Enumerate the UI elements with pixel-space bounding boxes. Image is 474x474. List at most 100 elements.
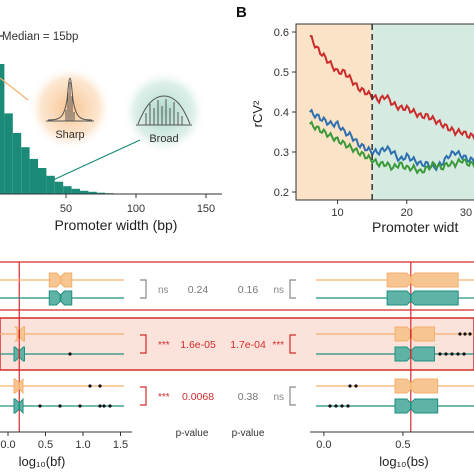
rcv2-x-tick-label: 20 <box>401 207 413 219</box>
histogram-bar <box>96 192 106 194</box>
sharp-box <box>394 378 439 394</box>
histogram-bar <box>71 188 80 194</box>
rcv2-y-tick-label: 0.6 <box>274 27 289 39</box>
bs-x-ticks: 0.0 0.5 <box>316 432 411 451</box>
outlier-point <box>346 404 350 408</box>
histogram-bar <box>21 147 30 194</box>
bf-x-label: log₁₀(bf) <box>19 454 66 469</box>
rcv2-x-label: Promoter widt <box>372 219 458 235</box>
broad-glow <box>122 70 206 154</box>
outlier-point <box>102 404 106 408</box>
box-x-tick-label: 0.0 <box>316 439 331 451</box>
histogram-bar <box>29 158 38 194</box>
histogram-bar <box>88 191 97 194</box>
outlier-point <box>462 352 466 356</box>
histogram-bar <box>0 64 5 194</box>
pvalue-label-right: p-value <box>232 428 265 439</box>
sharp-label: Sharp <box>55 129 84 141</box>
boxplots-bf <box>0 262 124 432</box>
rcv2-x-ticks: 10 20 30 <box>331 200 472 219</box>
box-x-tick-label: 0.5 <box>395 439 410 451</box>
histogram-bar <box>46 175 55 194</box>
histogram-bar <box>63 186 72 194</box>
rcv2-region <box>296 24 373 200</box>
rcv2-panel: B rCV² 0.2 0.3 0.4 0.5 0.6 10 20 30 Promoter w… <box>236 4 474 235</box>
histogram-bar <box>38 168 47 194</box>
outlier-point <box>463 332 467 336</box>
histogram-panel: 50 100 150 Promoter width (bp) Median = 15… <box>0 31 222 233</box>
rcv2-y-label: rCV² <box>250 100 265 127</box>
significance-right: ns <box>273 392 284 403</box>
histogram-bar <box>54 181 64 194</box>
outlier-point <box>328 404 332 408</box>
outlier-point <box>98 384 102 388</box>
significance-bracket-left <box>140 334 147 354</box>
box-x-tick-label: 0.5 <box>38 439 53 451</box>
outlier-point <box>38 404 42 408</box>
outlier-point <box>438 352 442 356</box>
rcv2-regions <box>296 24 474 200</box>
outlier-point <box>98 404 102 408</box>
pvalue-right: 0.16 <box>238 284 259 296</box>
broad-box <box>386 290 459 306</box>
rcv2-series-line <box>309 120 474 175</box>
outlier-point <box>354 384 358 388</box>
rcv2-series <box>309 35 474 175</box>
boxplots-bs <box>316 262 474 432</box>
rcv2-y-tick-label: 0.5 <box>274 67 289 79</box>
outlier-point <box>334 404 338 408</box>
outlier-point <box>450 352 454 356</box>
significance-bracket-right <box>289 386 296 406</box>
rcv2-x-tick-label: 10 <box>331 207 343 219</box>
histogram-tick-label: 150 <box>197 203 215 215</box>
significance-bracket-left <box>140 279 147 299</box>
outlier-point <box>88 384 92 388</box>
rcv2-y-tick-label: 0.2 <box>274 187 289 199</box>
box-x-tick-label: 0.0 <box>0 439 15 451</box>
bf-x-ticks: 0.0 0.5 1.0 1.5 <box>0 432 128 451</box>
outlier-point <box>340 404 344 408</box>
pvalue-columns: ns 0.24 0.16 ns *** 1.6e-05 1.7e-04 *** *** 0.006… <box>140 279 296 406</box>
rcv2-x-tick-label: 30 <box>460 207 472 219</box>
broad-box <box>394 398 439 414</box>
significance-left: *** <box>158 392 170 403</box>
significance-bracket-left <box>140 386 147 406</box>
histogram-x-ticks: 50 100 150 <box>60 194 215 215</box>
rcv2-region <box>372 24 474 200</box>
outlier-point <box>68 352 72 356</box>
significance-left: *** <box>158 340 170 351</box>
pvalue-left: 0.0068 <box>182 391 214 403</box>
significance-left: ns <box>158 285 169 296</box>
significance-bracket-right <box>289 334 296 354</box>
histogram-bar <box>80 190 89 195</box>
rcv2-series-line <box>309 35 474 141</box>
histogram-bar <box>12 132 22 194</box>
significance-right: *** <box>272 340 284 351</box>
rcv2-y-ticks: 0.2 0.3 0.4 0.5 0.6 <box>274 27 296 199</box>
boxplot-panel: 0.0 0.5 1.0 1.5 log₁₀(bf) 0.0 0.5 log₁₀(bs) … <box>0 261 474 469</box>
bs-x-label: log₁₀(bs) <box>379 454 429 469</box>
median-legend: Median = 15bp <box>2 31 78 43</box>
rcv2-y-tick-label: 0.4 <box>274 107 289 119</box>
outlier-point <box>444 352 448 356</box>
histogram-x-label: Promoter width (bp) <box>55 217 178 233</box>
broad-peak-icon <box>136 95 192 126</box>
histogram-tick-label: 100 <box>127 203 145 215</box>
pvalue-right: 0.38 <box>238 391 259 403</box>
pvalue-left: 1.6e-05 <box>180 339 216 351</box>
outlier-point <box>108 404 112 408</box>
box-x-tick-label: 1.0 <box>75 439 90 451</box>
sharp-connector <box>0 77 29 101</box>
sharp-peak-icon <box>46 77 94 122</box>
outlier-point <box>456 352 460 356</box>
outlier-point <box>348 384 352 388</box>
pvalue-label-left: p-value <box>176 428 209 439</box>
rcv2-y-tick-label: 0.3 <box>274 147 289 159</box>
broad-connector <box>39 139 141 187</box>
outlier-point <box>468 332 472 336</box>
sharp-box <box>386 272 459 288</box>
histogram-tick-label: 50 <box>60 203 72 215</box>
histogram-bar <box>4 113 13 194</box>
pvalue-left: 0.24 <box>188 284 209 296</box>
box-x-tick-label: 1.5 <box>113 439 128 451</box>
